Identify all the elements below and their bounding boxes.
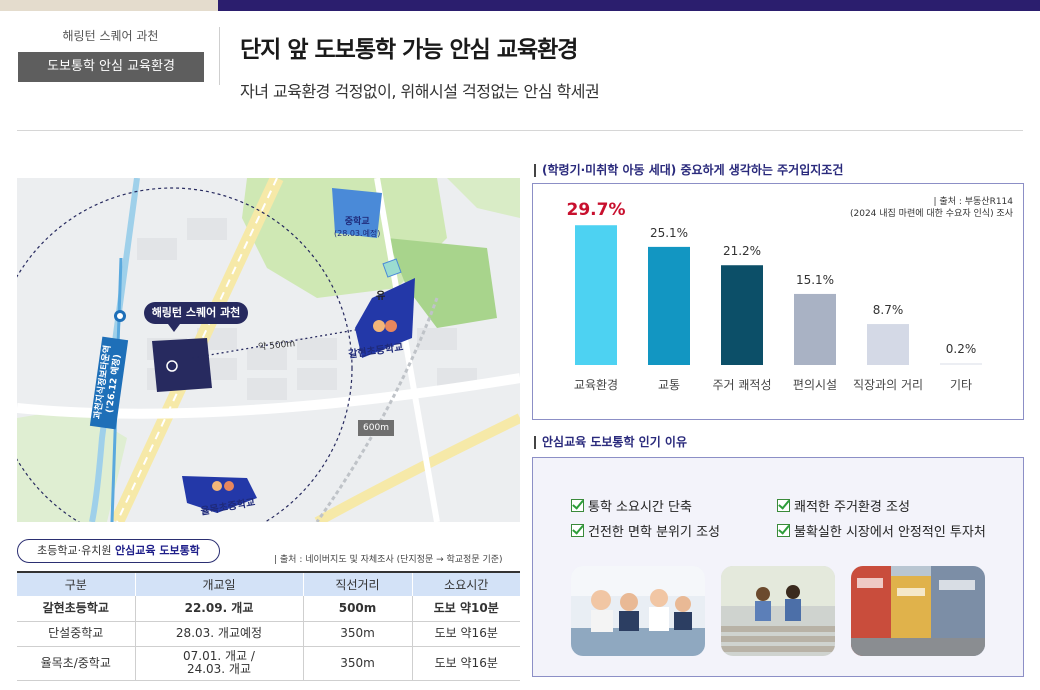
chart-bar [575,225,617,365]
chart-category-label: 교통 [658,378,680,392]
reason-item: 통학 소요시간 단축 [571,496,692,515]
map-graphic [17,178,520,522]
table-cell: 22.09. 개교 [134,596,303,622]
complex-pin-tail [168,324,180,332]
photo-street [851,566,985,656]
chart-bar [794,293,836,365]
chart-value-label: 15.1% [796,273,834,287]
bar-chart: 29.7% 교육환경 25.1% 교통 21.2% 주거 쾌적성 15.1% 편의시설 8.7%… [567,200,982,392]
reason-item: 불확실한 시장에서 안정적인 투자처 [777,521,986,540]
kindergarten-label: 유 [376,291,386,302]
location-map[interactable] [17,178,520,522]
table-header-row: 구분 개교일 직선거리 소요시간 [17,571,520,596]
top-bar-right [218,0,1040,11]
chart-bar [648,246,690,365]
check-icon [571,499,584,512]
photo-classroom [571,566,705,656]
chart-category-label: 주거 쾌적성 [712,378,771,392]
table-cell: 도보 약10분 [411,596,520,622]
page-title: 단지 앞 도보통학 가능 안심 교육환경 [240,37,578,63]
chart-bar [867,324,909,365]
chart-category-label: 편의시설 [793,378,837,392]
chart-value-label: 0.2% [946,342,977,356]
table-cell: 갈현초등학교 [17,596,135,622]
table-row: 갈현초등학교 22.09. 개교 500m 도보 약10분 [17,596,520,622]
check-icon [571,524,584,537]
tag-bold: 안심교육 도보통학 [115,544,200,557]
table-cell: 단설중학교 [17,621,135,647]
table-cell: 도보 약16분 [411,621,520,647]
chart-source-line1: | 출처 : 부동산R114 [933,197,1013,207]
school-table-source: | 출처 : 네이버지도 및 자체조사 (단지정문 → 학교정문 기준) [274,555,503,565]
school-table-tag: 초등학교·유치원 안심교육 도보통학 [17,539,220,563]
tag-prefix: 초등학교·유치원 [37,544,116,557]
reason-text: 쾌적한 주거환경 조성 [794,500,910,515]
table-cell: 28.03. 개교예정 [134,621,303,647]
reason-text: 건전한 면학 분위기 조성 [588,525,720,540]
reason-text: 통학 소요시간 단축 [588,500,692,515]
school-table: 구분 개교일 직선거리 소요시간 갈현초등학교 22.09. 개교 500m 도… [17,571,520,681]
reason-item: 건전한 면학 분위기 조성 [571,521,720,540]
table-cell: 350m [302,646,412,681]
table-header: 구분 [17,571,135,596]
check-icon [777,524,790,537]
chart-category-label: 기타 [950,378,972,392]
page-subtitle: 자녀 교육환경 걱정없이, 위해시설 걱정없는 안심 학세권 [240,82,600,101]
chart-category-label: 직장과의 거리 [853,378,923,392]
header-rule [17,130,1023,131]
reasons-heading: 안심교육 도보통학 인기 이유 [534,436,687,449]
chart-source: | 출처 : 부동산R114 (2024 내집 마련에 대한 수요자 인식) 조… [850,196,1013,220]
reason-text: 불확실한 시장에서 안정적인 투자처 [794,525,986,540]
table-cell: 도보 약16분 [411,646,520,681]
brand-name: 해링턴 스퀘어 과천 [62,29,159,43]
chart-value-label: 8.7% [873,303,904,317]
chart-source-line2: (2024 내집 마련에 대한 수요자 인식) 조사 [849,209,1013,219]
table-header: 소요시간 [411,571,520,596]
chart-value-label: 21.2% [723,244,761,258]
chart-bar [940,363,982,365]
middle-school-label: 중학교 (28.03.예정) [334,217,380,239]
table-cell: 350m [302,621,412,647]
table-row: 율목초/중학교 07.01. 개교 / 24.03. 개교 350m 도보 약1… [17,646,520,681]
table-header: 개교일 [134,571,303,596]
chart-heading: (학령기·미취학 아동 세대) 중요하게 생각하는 주거입지조건 [534,164,843,177]
top-bar-left [0,0,218,11]
reasons-panel: 통학 소요시간 단축 쾌적한 주거환경 조성 건전한 면학 분위기 조성 불확실… [532,457,1024,677]
middle-school-name: 중학교 [344,217,370,227]
chart-value-label: 25.1% [650,226,688,240]
chart-panel: | 출처 : 부동산R114 (2024 내집 마련에 대한 수요자 인식) 조… [532,183,1024,420]
chart-value-label: 29.7% [567,200,626,220]
table-cell: 율목초/중학교 [17,646,135,681]
table-cell: 07.01. 개교 / 24.03. 개교 [134,646,303,681]
photo-stairs [721,566,835,656]
table-header: 직선거리 [302,571,412,596]
distance-label-600: 600m [358,420,394,436]
table-cell: 500m [302,596,412,622]
complex-pin-label[interactable]: 해링턴 스퀘어 과천 [144,302,248,324]
reason-item: 쾌적한 주거환경 조성 [777,496,910,515]
header-divider [219,27,220,85]
section-badge: 도보통학 안심 교육환경 [18,52,204,82]
table-row: 단설중학교 28.03. 개교예정 350m 도보 약16분 [17,621,520,647]
chart-bar [721,265,763,365]
middle-school-note: (28.03.예정) [334,229,381,238]
chart-category-label: 교육환경 [574,378,618,392]
check-icon [777,499,790,512]
